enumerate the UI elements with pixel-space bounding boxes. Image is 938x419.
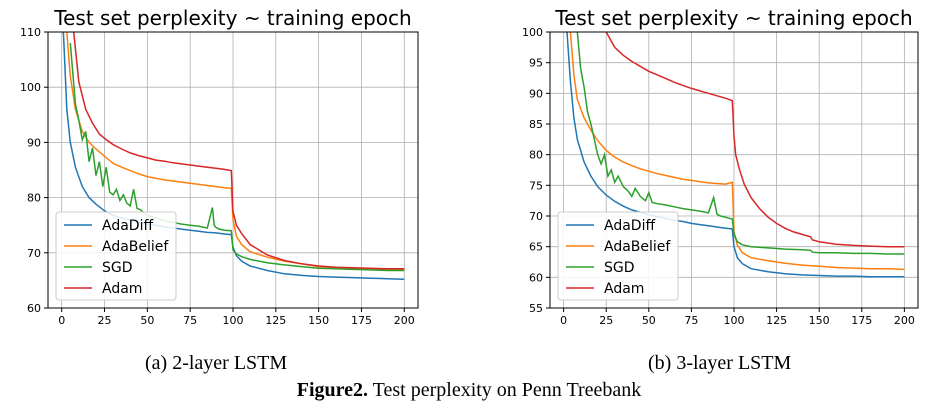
x-tick-label: 175	[351, 314, 372, 327]
series-line-adam	[72, 32, 405, 270]
figure-caption-label: Figure2.	[296, 379, 369, 401]
series-line-adabelief	[569, 32, 905, 271]
legend-label: AdaDiff	[604, 218, 655, 234]
y-tick-label: 110	[20, 26, 41, 39]
y-tick-label: 70	[529, 210, 543, 223]
y-tick-label: 100	[522, 26, 543, 39]
x-tick-label: 200	[894, 314, 915, 327]
series-line-adam	[605, 32, 905, 248]
legend-label: SGD	[604, 260, 635, 276]
y-tick-label: 55	[529, 302, 543, 315]
x-tick-label: 0	[560, 314, 567, 327]
x-tick-label: 200	[394, 314, 415, 327]
y-tick-label: 90	[529, 87, 543, 100]
legend-label: Adam	[102, 281, 142, 297]
chart-title: Test set perplexity ~ training epoch	[554, 6, 912, 30]
y-tick-label: 60	[529, 271, 543, 284]
x-tick-label: 50	[140, 314, 154, 327]
subcaption-a: (a) 2-layer LSTM	[145, 352, 288, 374]
legend-box	[55, 211, 177, 301]
x-tick-label: 100	[724, 314, 745, 327]
x-tick-label: 150	[809, 314, 830, 327]
legend-label: AdaBelief	[102, 239, 169, 255]
legend-label: AdaBelief	[604, 239, 671, 255]
legend: AdaDiff AdaBelief SGD Adam	[557, 211, 679, 301]
x-tick-label: 0	[58, 314, 65, 327]
x-tick-label: 75	[684, 314, 698, 327]
y-tick-label: 65	[529, 241, 543, 254]
chart-2: 0 25 50 75 100 125 150 175 200 55 60 65 70 75 80 85 90 95…	[522, 6, 919, 327]
series-line-sgd	[576, 32, 905, 255]
x-tick-label: 125	[265, 314, 286, 327]
x-tick-label: 100	[223, 314, 244, 327]
x-tick-label: 125	[766, 314, 787, 327]
legend: AdaDiff AdaBelief SGD Adam	[55, 211, 177, 301]
y-tick-label: 60	[27, 302, 41, 315]
x-tick-label: 25	[599, 314, 613, 327]
y-tick-label: 100	[20, 81, 41, 94]
y-tick-label: 90	[27, 136, 41, 149]
y-tick-label: 80	[529, 149, 543, 162]
y-tick-label: 80	[27, 192, 41, 205]
figure-caption: Figure2. Test perplexity on Penn Treeban…	[0, 379, 938, 402]
y-tick-label: 95	[529, 57, 543, 70]
legend-box	[557, 211, 679, 301]
legend-label: SGD	[102, 260, 133, 276]
figure-caption-text: Test perplexity on Penn Treebank	[368, 379, 642, 401]
legend-label: Adam	[604, 281, 644, 297]
subcaption-b: (b) 3-layer LSTM	[648, 352, 792, 374]
series-line-adadiff	[62, 32, 405, 281]
y-tick-label: 75	[529, 179, 543, 192]
chart-1: 0 25 50 75 100 125 150 175 200 60 70 80 90 100 110 Test…	[20, 6, 419, 327]
x-tick-label: 175	[851, 314, 872, 327]
x-tick-label: 50	[642, 314, 656, 327]
x-tick-label: 75	[183, 314, 197, 327]
y-tick-label: 85	[529, 118, 543, 131]
y-tick-label: 70	[27, 247, 41, 260]
chart-title: Test set perplexity ~ training epoch	[53, 6, 411, 30]
legend-label: AdaDiff	[102, 218, 153, 234]
series-line-adadiff	[566, 32, 905, 278]
x-tick-label: 150	[308, 314, 329, 327]
x-tick-label: 25	[98, 314, 112, 327]
